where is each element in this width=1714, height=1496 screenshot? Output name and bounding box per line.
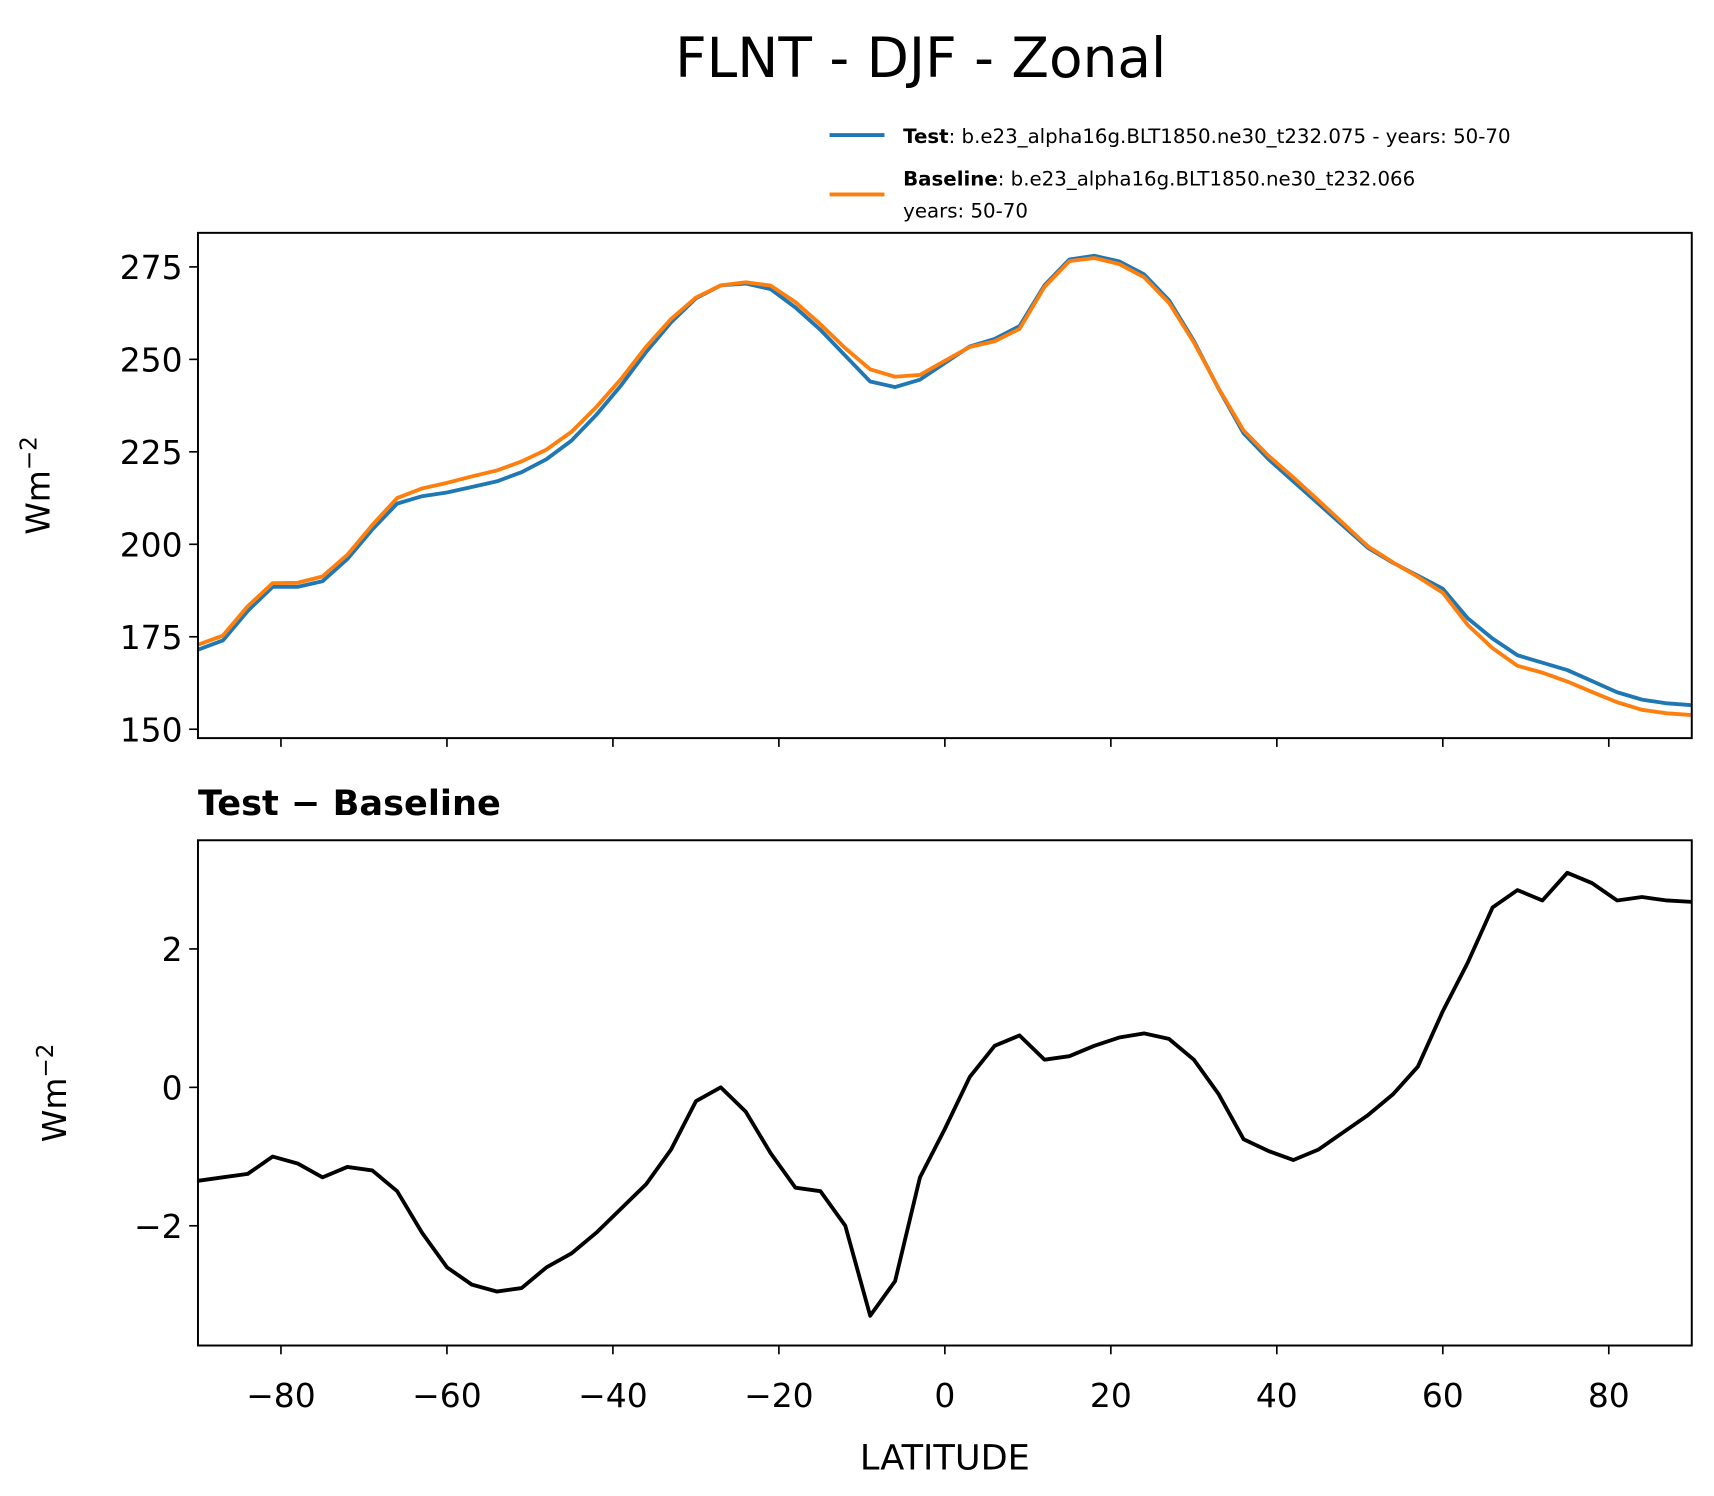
y-tick-label: 0 — [162, 1068, 183, 1107]
legend-name: Test — [903, 125, 948, 148]
x-tick-label: 0 — [934, 1376, 955, 1415]
y-tick-label: 2 — [162, 930, 183, 969]
chart-title: FLNT - DJF - Zonal — [675, 26, 1166, 90]
y-axis-label: Wm−2 — [33, 1044, 74, 1143]
series-line — [197, 253, 1692, 708]
y-tick-label: 250 — [120, 340, 183, 379]
series-line — [197, 870, 1692, 1318]
y-axis-label-exponent: −2 — [17, 436, 43, 470]
legend-name: Baseline — [903, 168, 998, 191]
x-tick-label: −20 — [744, 1376, 814, 1415]
y-axis-label: Wm−2 — [17, 436, 58, 535]
legend-description: years: 50-70 — [903, 199, 1028, 222]
y-tick-label: −2 — [134, 1207, 183, 1246]
y-tick-label: 150 — [120, 710, 183, 749]
x-tick-label: 60 — [1422, 1376, 1464, 1415]
y-tick-label: 225 — [120, 433, 183, 472]
y-axis-label-base: Wm — [35, 1078, 74, 1143]
y-axis-label-base: Wm — [19, 470, 58, 535]
legend-label: Baseline: b.e23_alpha16g.BLT1850.ne30_t2… — [903, 168, 1415, 191]
x-tick-label: 40 — [1256, 1376, 1298, 1415]
legend-label: Test: b.e23_alpha16g.BLT1850.ne30_t232.0… — [903, 125, 1510, 148]
y-axis-label-exponent: −2 — [33, 1044, 59, 1078]
x-tick-label: 80 — [1588, 1376, 1630, 1415]
y-tick-label: 175 — [120, 618, 183, 657]
x-axis-label: LATITUDE — [860, 1438, 1030, 1479]
panel-subtitle: Test − Baseline — [198, 783, 501, 824]
x-tick-label: −60 — [412, 1376, 482, 1415]
x-tick-label: −80 — [246, 1376, 316, 1415]
y-tick-label: 200 — [120, 525, 183, 564]
legend-description: : b.e23_alpha16g.BLT1850.ne30_t232.075 -… — [949, 125, 1511, 148]
x-tick-label: −40 — [578, 1376, 648, 1415]
x-tick-label: 20 — [1090, 1376, 1132, 1415]
series-line — [197, 256, 1692, 718]
y-tick-label: 275 — [120, 248, 183, 287]
legend-description: : b.e23_alpha16g.BLT1850.ne30_t232.066 — [998, 168, 1415, 191]
plot-frame — [196, 839, 1693, 1347]
plot-frame — [196, 231, 1693, 740]
